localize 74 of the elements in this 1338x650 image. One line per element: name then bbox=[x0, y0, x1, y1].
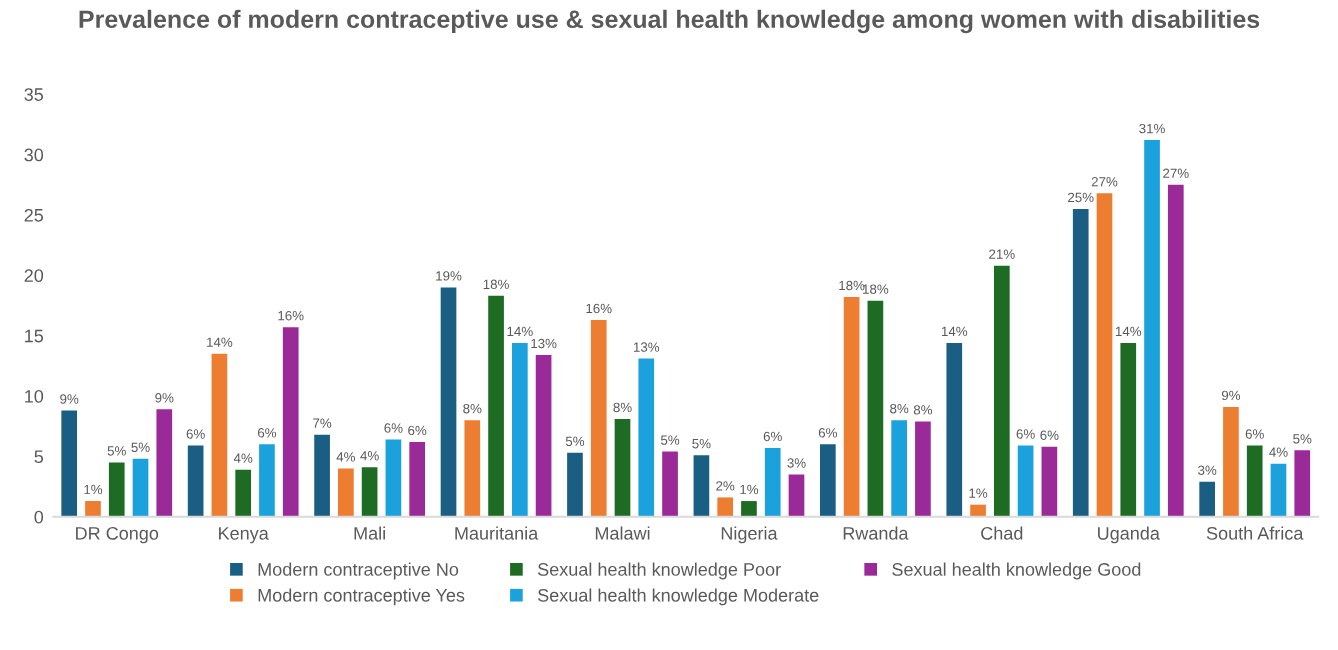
bar bbox=[970, 504, 986, 517]
x-tick-label: Kenya bbox=[219, 527, 269, 544]
bar bbox=[361, 467, 378, 517]
bar bbox=[132, 458, 149, 517]
bar bbox=[488, 295, 504, 517]
bar bbox=[187, 445, 204, 517]
bar bbox=[820, 444, 836, 517]
bar bbox=[511, 342, 528, 517]
bar bbox=[1246, 445, 1263, 517]
x-tick-label: South Africa bbox=[1206, 526, 1304, 540]
bar bbox=[843, 297, 860, 517]
bar bbox=[867, 300, 884, 517]
bar bbox=[535, 354, 552, 517]
x-tick-label: Nigeria bbox=[721, 526, 778, 544]
x-tick-label: Mali bbox=[354, 526, 385, 540]
x-tick-label: Malawi bbox=[595, 526, 650, 540]
bar bbox=[764, 447, 781, 517]
bar bbox=[1167, 184, 1184, 517]
bar bbox=[1199, 481, 1216, 517]
bar bbox=[1144, 140, 1160, 517]
y-tick-label: 30 bbox=[24, 148, 44, 162]
y-tick-label: 25 bbox=[24, 208, 44, 222]
bar bbox=[567, 452, 583, 517]
bar bbox=[385, 439, 402, 517]
bar bbox=[741, 501, 757, 517]
x-tick-label: Rwanda bbox=[843, 526, 909, 540]
bar bbox=[1223, 406, 1239, 517]
legend-label: Sexual health knowledge Moderate bbox=[537, 588, 819, 606]
bar bbox=[1120, 342, 1137, 517]
bar bbox=[993, 265, 1010, 517]
bar bbox=[693, 455, 710, 517]
bar bbox=[108, 462, 125, 517]
bar bbox=[614, 418, 631, 517]
bar bbox=[235, 469, 252, 517]
bar bbox=[282, 327, 299, 517]
bar bbox=[717, 497, 734, 517]
bar bbox=[156, 409, 173, 517]
legend-label: Sexual health knowledge Poor bbox=[537, 562, 781, 580]
legend-label: Sexual health knowledge Good bbox=[892, 562, 1141, 580]
bar bbox=[314, 434, 330, 517]
bar bbox=[464, 420, 481, 517]
bar bbox=[61, 410, 78, 517]
bar bbox=[409, 441, 426, 517]
bar bbox=[338, 468, 354, 517]
x-tick-label: Mauritania bbox=[455, 526, 539, 540]
y-tick-label: 10 bbox=[25, 389, 44, 403]
bar bbox=[259, 444, 275, 517]
y-tick-label: 5 bbox=[34, 450, 44, 464]
bar bbox=[85, 501, 101, 517]
bar bbox=[1017, 445, 1034, 517]
x-tick-label: Chad bbox=[981, 526, 1023, 540]
bar bbox=[1294, 450, 1311, 517]
bar bbox=[638, 358, 655, 517]
bar bbox=[440, 287, 457, 517]
y-tick-label: 0 bbox=[34, 510, 44, 524]
y-tick-label: 20 bbox=[24, 269, 44, 283]
bar bbox=[788, 474, 805, 517]
bar bbox=[1041, 446, 1058, 517]
x-tick-label: Uganda bbox=[1098, 526, 1160, 544]
y-tick-label: 35 bbox=[24, 88, 44, 101]
legend-label: Modern contraceptive Yes bbox=[258, 588, 465, 606]
bar bbox=[211, 353, 228, 517]
bar bbox=[1072, 208, 1089, 517]
chart-title: Prevalence of modern contraceptive use & sexual health knowledge among women with disabilities bbox=[79, 9, 1260, 34]
y-tick-label: 15 bbox=[25, 329, 44, 343]
x-tick-label: DR Congo bbox=[76, 526, 159, 544]
bar bbox=[891, 420, 907, 517]
bar bbox=[590, 319, 607, 517]
bar bbox=[915, 421, 931, 517]
bar bbox=[662, 451, 678, 517]
legend-label: Modern contraceptive No bbox=[258, 562, 459, 580]
bar bbox=[946, 342, 963, 517]
bar bbox=[1096, 193, 1113, 517]
bar bbox=[1270, 463, 1287, 517]
